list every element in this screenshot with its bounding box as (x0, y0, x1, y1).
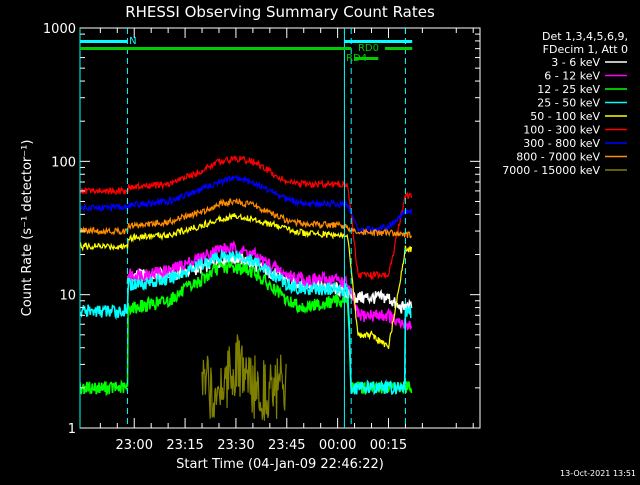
legend-header: FDecim 1, Att 0 (543, 43, 628, 56)
night-flag-bar (344, 40, 413, 43)
series-line (80, 155, 413, 281)
x-tick-label: 23:45 (268, 438, 305, 453)
legend-entry: 3 - 6 keV (551, 56, 600, 69)
rd4-flag-bar (354, 57, 379, 60)
legend-entry: 50 - 100 keV (530, 110, 600, 123)
legend-entry: 6 - 12 keV (544, 70, 600, 83)
x-axis-label: Start Time (04-Jan-09 22:46:22) (176, 457, 384, 472)
legend-entry: 300 - 800 keV (523, 137, 600, 150)
series-line (80, 248, 412, 396)
y-axis-label: Count Rate (s⁻¹ detector⁻¹) (20, 140, 35, 317)
series-line (80, 212, 413, 350)
annotation-label: RD0 (358, 43, 379, 54)
legend-entry: 12 - 25 keV (537, 83, 600, 96)
x-tick-label: 23:30 (217, 438, 254, 453)
x-tick-label: 23:15 (166, 438, 203, 453)
x-tick-label: 00:15 (370, 438, 407, 453)
timestamp: 13-Oct-2021 13:51 (560, 469, 636, 478)
legend-entry: 100 - 300 keV (523, 124, 600, 137)
plot-area (80, 155, 413, 421)
y-tick-label: 1000 (43, 22, 76, 37)
y-tick-label: 100 (51, 155, 76, 170)
chart-title: RHESSI Observing Summary Count Rates (125, 3, 435, 21)
annotation-label: RD4 (346, 53, 367, 64)
series-line (80, 197, 413, 239)
legend-entry: 800 - 7000 keV (516, 151, 600, 164)
series-line (126, 239, 413, 331)
legend-header: Det 1,3,4,5,6,9, (542, 30, 628, 43)
annotation-label: N (129, 36, 136, 47)
x-tick-label: 23:00 (116, 438, 153, 453)
rd0-flag-bar (385, 47, 413, 50)
legend-entry: 25 - 50 keV (537, 97, 600, 110)
legend: Det 1,3,4,5,6,9,FDecim 1, Att 03 - 6 keV… (502, 30, 628, 177)
night-flag-bar (80, 40, 128, 43)
series-line (201, 334, 287, 421)
x-tick-label: 00:00 (319, 438, 356, 453)
legend-entry: 7000 - 15000 keV (502, 164, 600, 177)
series-line (80, 174, 413, 236)
y-tick-label: 10 (59, 289, 76, 304)
y-tick-label: 1 (68, 422, 76, 437)
y-axis: 1 10 100 1000 (43, 22, 480, 437)
rd0-flag-bar (80, 47, 352, 50)
x-axis: 23:00 23:15 23:30 23:45 00:00 00:15 (99, 28, 474, 453)
